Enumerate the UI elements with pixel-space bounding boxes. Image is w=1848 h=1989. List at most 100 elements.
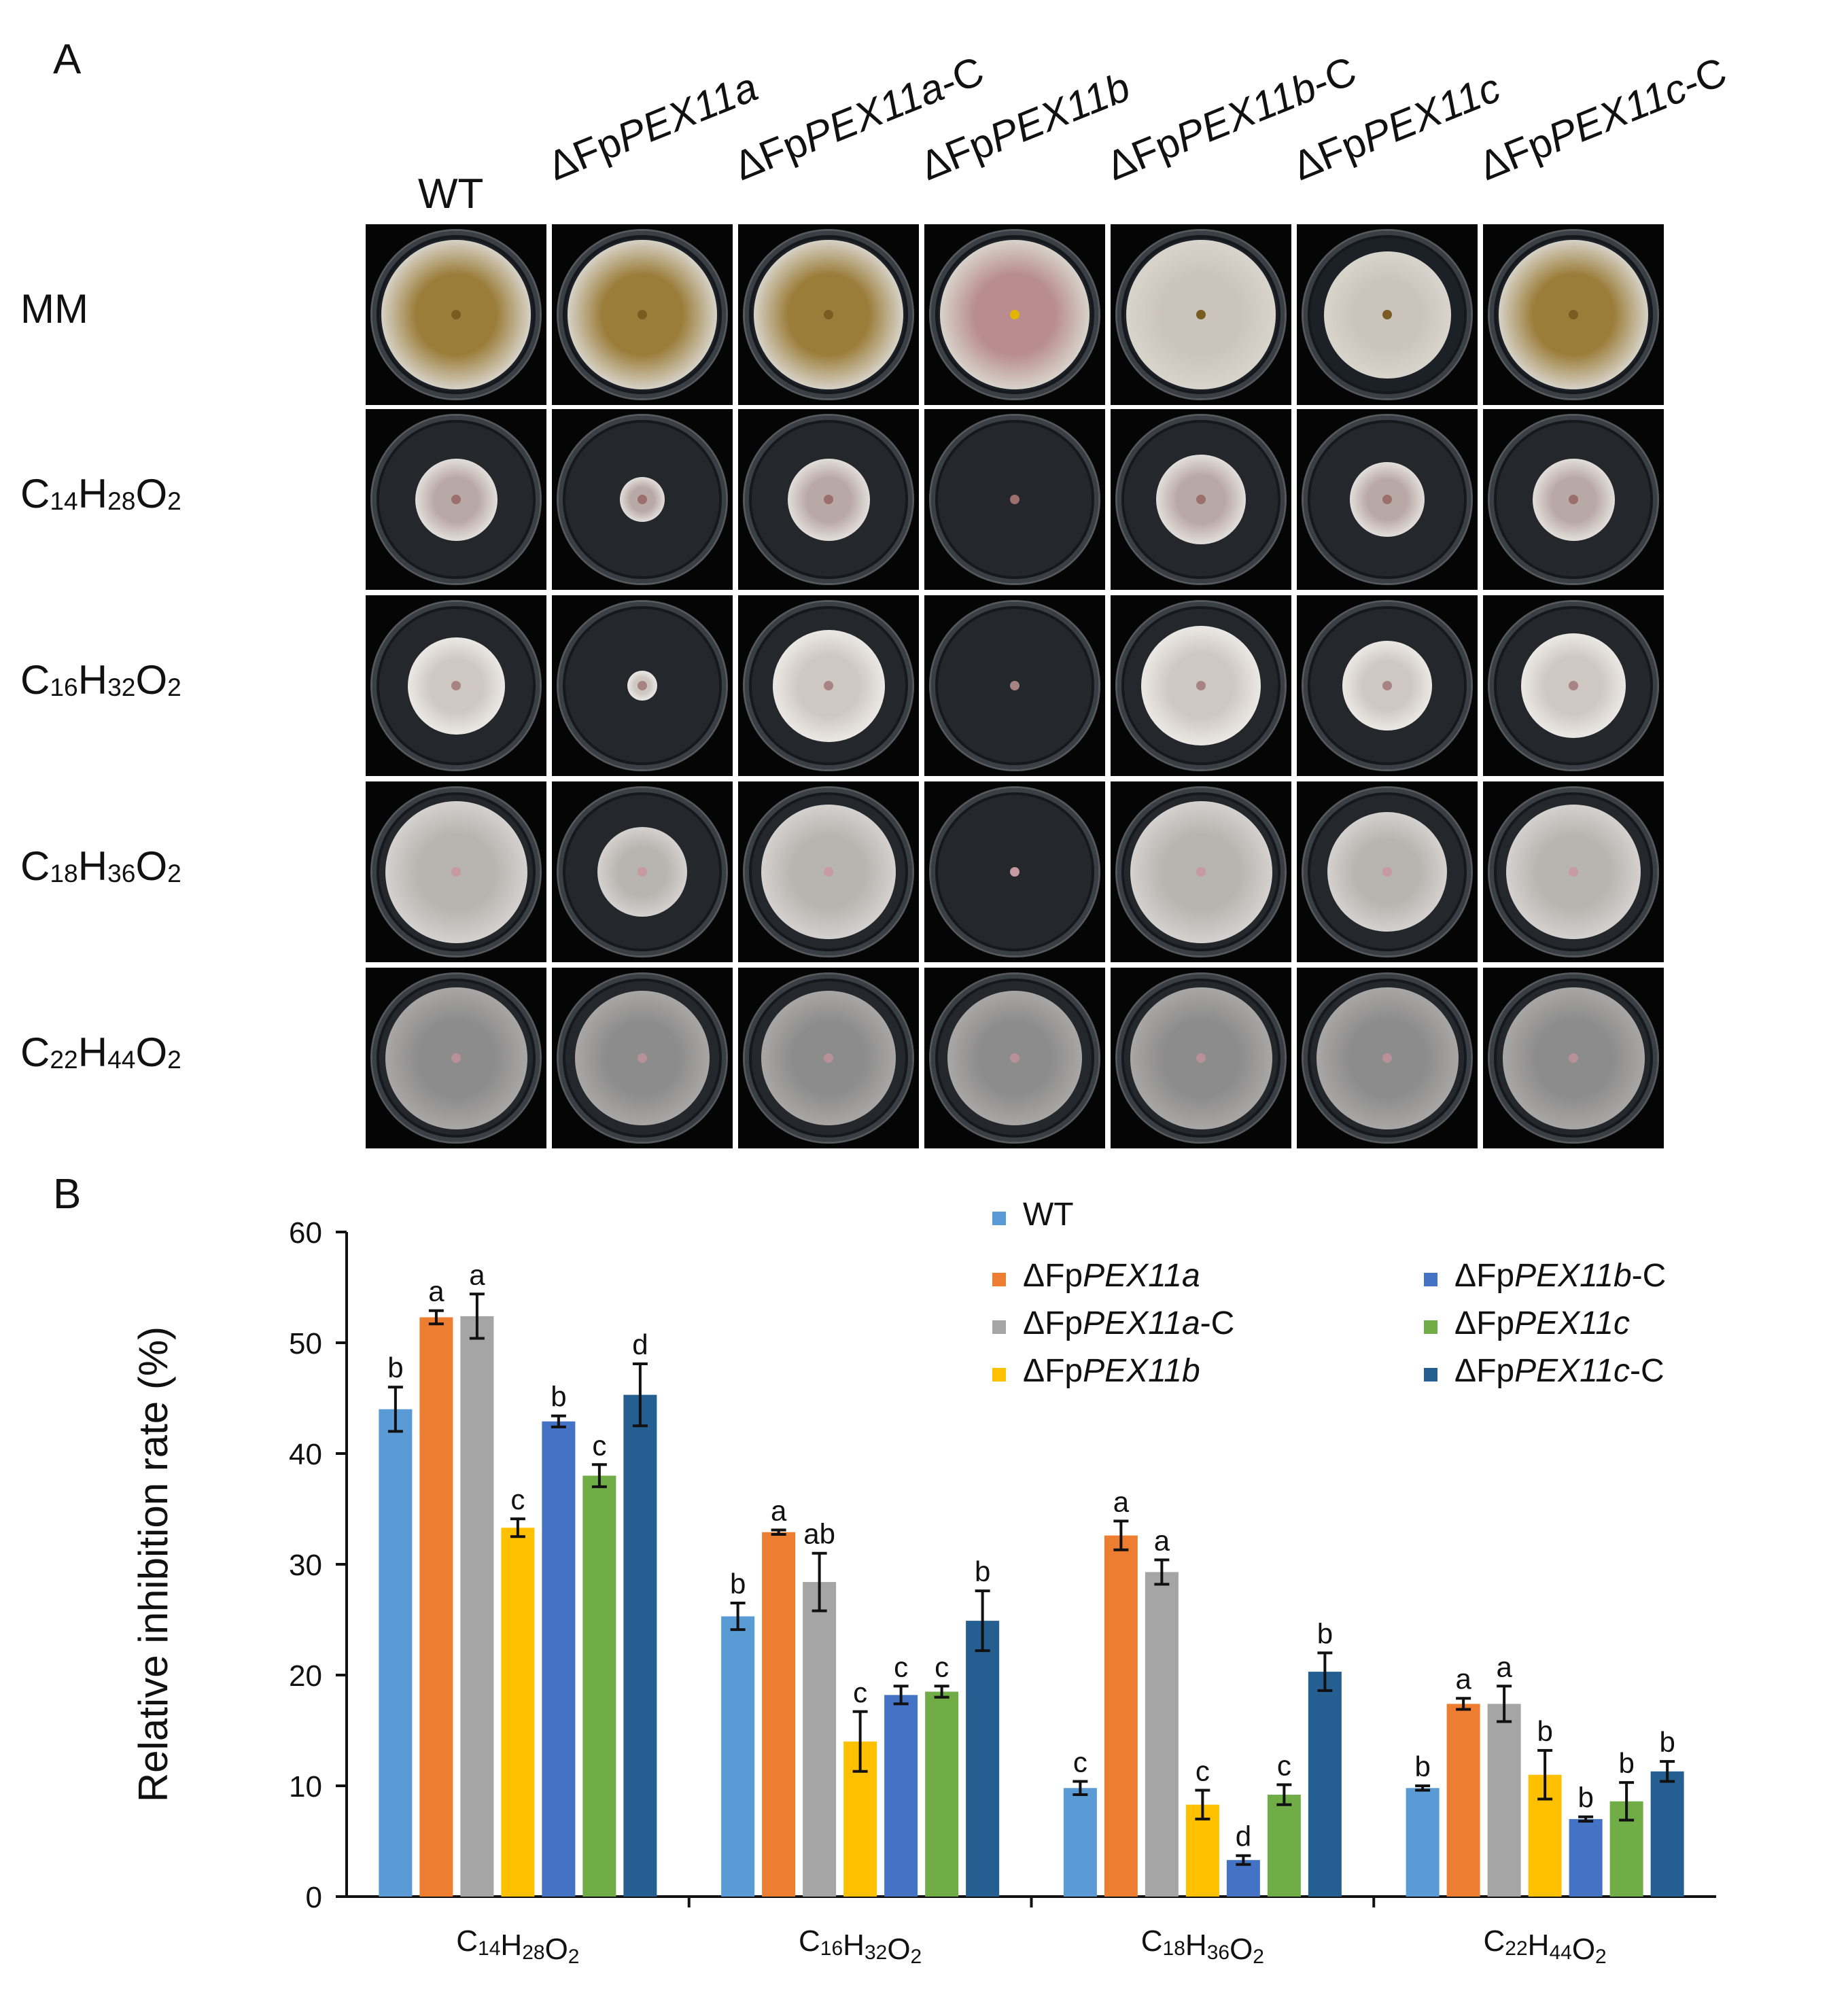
inoculation-point bbox=[1010, 1053, 1019, 1063]
legend-label: ΔFpPEX11b-C bbox=[1454, 1258, 1666, 1294]
bar bbox=[1145, 1572, 1179, 1897]
plate-photo bbox=[552, 409, 733, 590]
legend-label-gene: PEX11c bbox=[1514, 1305, 1630, 1341]
x-tick-label-element: O bbox=[1572, 1933, 1595, 1966]
bar bbox=[925, 1691, 959, 1897]
legend-label: ΔFpPEX11c bbox=[1454, 1305, 1630, 1341]
panel-a-letter: A bbox=[53, 36, 82, 83]
row-label-subscript: 2 bbox=[167, 486, 181, 515]
x-tick-label-subscript: 22 bbox=[1505, 1937, 1527, 1960]
y-tick-label: 20 bbox=[289, 1659, 322, 1693]
bar bbox=[460, 1316, 494, 1897]
legend-label-suffix: -C bbox=[1632, 1258, 1667, 1294]
inoculation-point bbox=[1382, 310, 1392, 319]
row-label-subscript: 14 bbox=[50, 486, 78, 515]
column-label: ΔFpPEX11a bbox=[541, 63, 764, 190]
plate-photo bbox=[738, 409, 919, 590]
significance-letter: c bbox=[510, 1483, 525, 1515]
inoculation-point bbox=[1196, 681, 1206, 690]
plate-photo bbox=[924, 409, 1105, 590]
plate-photo bbox=[1111, 409, 1291, 590]
significance-letter: a bbox=[428, 1275, 444, 1307]
inoculation-point bbox=[1196, 1053, 1206, 1063]
x-tick-label-element: C bbox=[1141, 1924, 1163, 1958]
x-tick-label: C22H44O2 bbox=[1484, 1924, 1607, 1968]
legend-label: WT bbox=[1023, 1197, 1074, 1233]
significance-letter: b bbox=[1414, 1750, 1430, 1782]
row-label-subscript: 2 bbox=[167, 858, 181, 887]
significance-letter: b bbox=[975, 1555, 990, 1587]
inoculation-point bbox=[1196, 867, 1206, 877]
row-label-element: H bbox=[77, 1029, 108, 1075]
legend-swatch bbox=[992, 1212, 1006, 1225]
x-tick-label-element: H bbox=[1528, 1929, 1550, 1962]
x-tick-label-element: H bbox=[500, 1929, 522, 1962]
inoculation-point bbox=[638, 1053, 647, 1063]
row-label: C16H32O2 bbox=[20, 656, 181, 703]
x-tick-label-subscript: 2 bbox=[568, 1946, 580, 1968]
bar bbox=[1446, 1704, 1480, 1897]
inoculation-point bbox=[1196, 310, 1206, 319]
x-tick-label: C18H36O2 bbox=[1141, 1924, 1264, 1968]
inoculation-point bbox=[1010, 495, 1019, 504]
plate-photo bbox=[552, 595, 733, 776]
legend-label-prefix: ΔFp bbox=[1454, 1353, 1514, 1389]
inoculation-point bbox=[638, 681, 647, 690]
legend-label-gene: PEX11c bbox=[1514, 1353, 1630, 1389]
inoculation-point bbox=[824, 495, 833, 504]
legend-label: ΔFpPEX11a bbox=[1023, 1258, 1200, 1294]
plate-photo bbox=[738, 968, 919, 1148]
plate-photo bbox=[1111, 968, 1291, 1148]
significance-letter: d bbox=[1236, 1820, 1251, 1852]
bar bbox=[803, 1582, 837, 1897]
significance-letter: b bbox=[387, 1352, 403, 1384]
significance-letter: a bbox=[1154, 1524, 1170, 1556]
row-label: MM bbox=[20, 286, 88, 332]
inoculation-point bbox=[638, 867, 647, 877]
plate-photo bbox=[1111, 224, 1291, 405]
legend-label: ΔFpPEX11b bbox=[1023, 1353, 1200, 1389]
row-label-element: O bbox=[135, 1029, 168, 1075]
significance-letter: ab bbox=[803, 1518, 835, 1550]
row-label-subscript: 18 bbox=[50, 858, 78, 887]
inoculation-point bbox=[824, 1053, 833, 1063]
inoculation-point bbox=[451, 310, 461, 319]
y-tick-label: 10 bbox=[289, 1770, 322, 1803]
row-label-element: O bbox=[135, 843, 168, 889]
significance-letter: c bbox=[853, 1676, 867, 1708]
plate-photo bbox=[1297, 781, 1478, 962]
plate-photo bbox=[738, 781, 919, 962]
row-label: C14H28O2 bbox=[20, 470, 181, 517]
bar bbox=[379, 1409, 413, 1897]
inoculation-point bbox=[451, 867, 461, 877]
significance-letter: a bbox=[1113, 1485, 1130, 1517]
inoculation-point bbox=[824, 681, 833, 690]
legend-label-prefix: ΔFp bbox=[1023, 1258, 1083, 1294]
row-label-subscript: 2 bbox=[167, 672, 181, 701]
x-tick-label-subscript: 28 bbox=[522, 1941, 544, 1964]
inoculation-point bbox=[1010, 867, 1019, 877]
row-label-element: H bbox=[77, 471, 108, 516]
plate-photo bbox=[1297, 409, 1478, 590]
column-label: WT bbox=[418, 170, 483, 218]
row-label-subscript: 22 bbox=[50, 1044, 78, 1074]
legend-label-suffix: -C bbox=[1200, 1305, 1235, 1341]
significance-letter: d bbox=[632, 1328, 648, 1360]
plate-photo bbox=[366, 224, 546, 405]
plate-photo bbox=[552, 781, 733, 962]
bar bbox=[1104, 1535, 1138, 1897]
x-tick-label-subscript: 2 bbox=[1595, 1946, 1607, 1968]
inoculation-point bbox=[451, 1053, 461, 1063]
row-label-element: C bbox=[20, 843, 50, 889]
bar bbox=[884, 1695, 918, 1897]
row-label: C22H44O2 bbox=[20, 1029, 181, 1076]
legend-label-prefix: ΔFp bbox=[1023, 1305, 1083, 1341]
bar bbox=[1487, 1704, 1521, 1897]
plate-photo-grid bbox=[366, 224, 1669, 1152]
legend-label: ΔFpPEX11c-C bbox=[1454, 1353, 1664, 1389]
significance-letter: c bbox=[935, 1651, 949, 1683]
x-tick-label-element: O bbox=[887, 1933, 910, 1966]
row-label: C18H36O2 bbox=[20, 843, 181, 890]
plate-photo bbox=[924, 224, 1105, 405]
